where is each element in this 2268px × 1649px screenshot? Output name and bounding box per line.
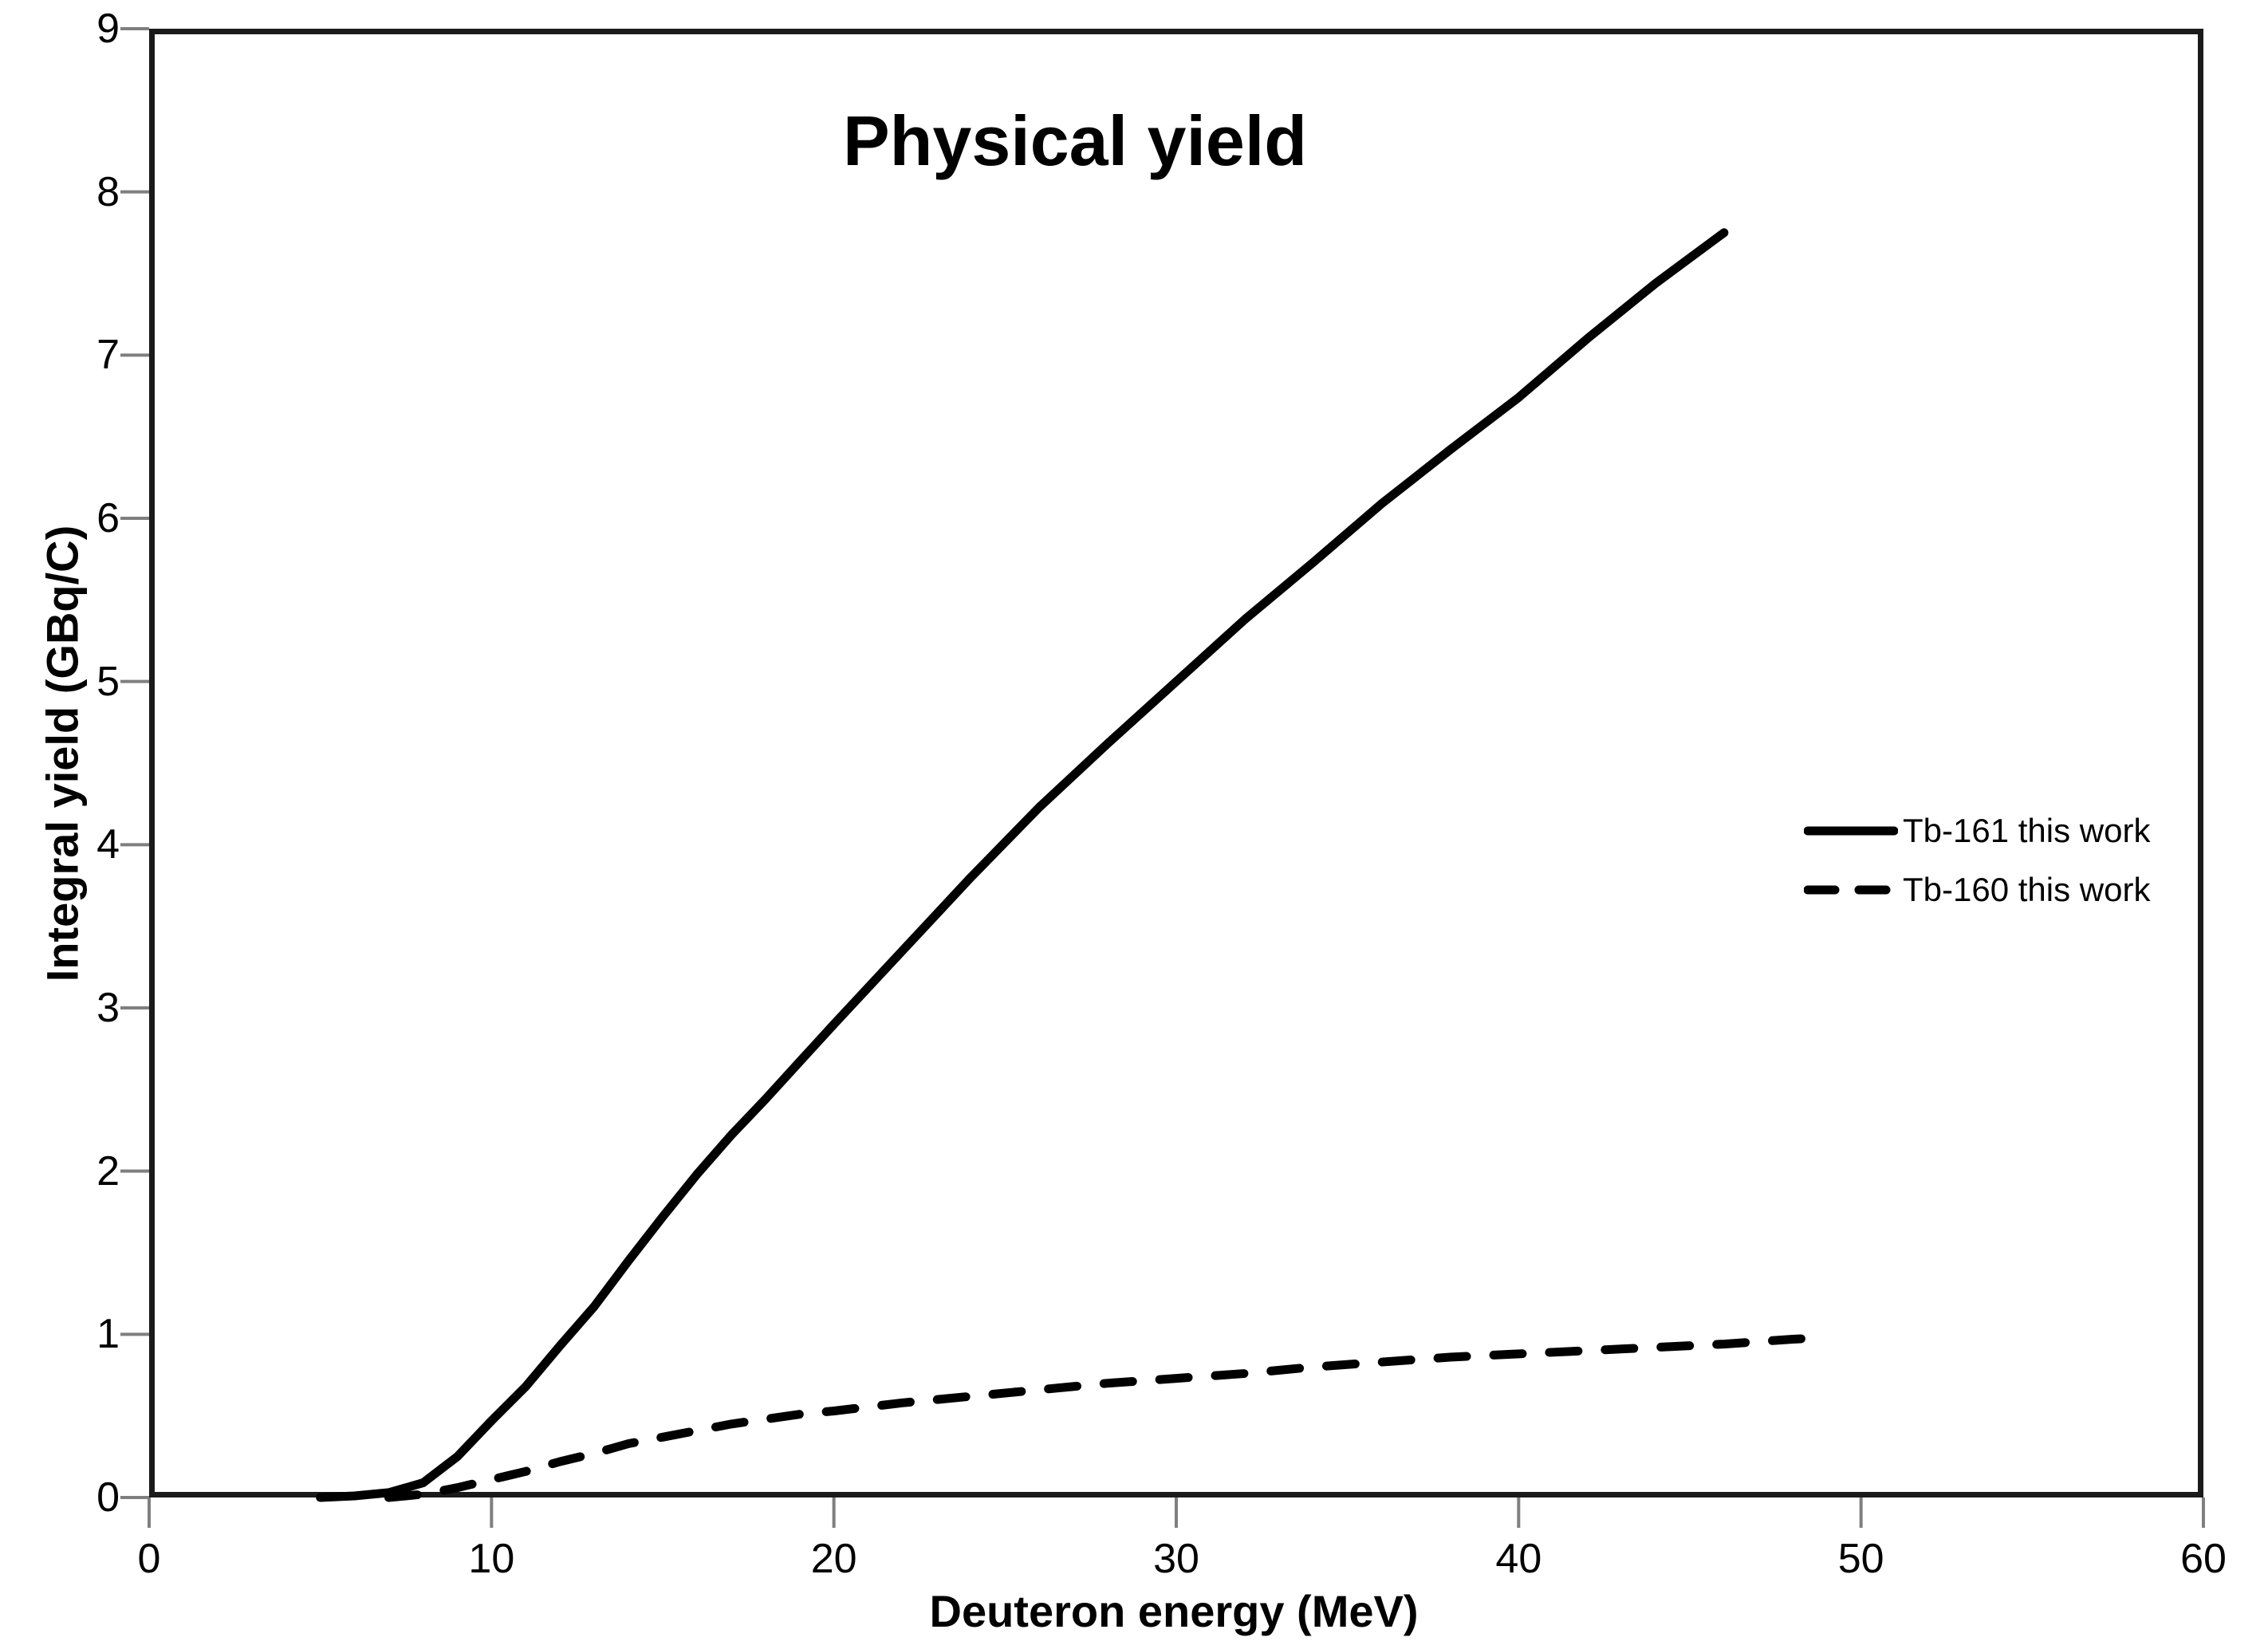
legend-label-tb161: Tb-161 this work bbox=[1903, 812, 2151, 849]
y-tick-label: 5 bbox=[96, 658, 120, 705]
y-tick-label: 6 bbox=[96, 495, 120, 541]
series-lines bbox=[316, 228, 1832, 1502]
x-tick-label: 10 bbox=[468, 1536, 515, 1582]
solid-line-swatch-icon bbox=[1804, 826, 1898, 836]
legend-item-tb161: Tb-161 this work bbox=[1804, 801, 2150, 860]
legend-item-tb160: Tb-160 this work bbox=[1804, 860, 2150, 919]
y-tick-label: 9 bbox=[96, 6, 120, 52]
x-tick-label: 60 bbox=[2180, 1536, 2227, 1582]
plot-area bbox=[120, 27, 2205, 1528]
y-tick-label: 1 bbox=[96, 1311, 120, 1358]
series-line-tb160 bbox=[384, 1332, 1832, 1502]
y-tick-label: 7 bbox=[96, 332, 120, 379]
series-line-tb161 bbox=[316, 228, 1729, 1502]
plot-frame bbox=[149, 29, 2203, 1497]
y-tick-label: 2 bbox=[96, 1147, 120, 1194]
y-tick-label: 8 bbox=[96, 168, 120, 215]
tick-marks bbox=[120, 27, 2205, 1528]
y-axis-title: Integral yield (GBq/C) bbox=[37, 525, 88, 982]
x-tick-label: 0 bbox=[137, 1536, 161, 1582]
chart-title: Physical yield bbox=[842, 101, 1308, 180]
legend: Tb-161 this work Tb-160 this work bbox=[1804, 801, 2150, 919]
x-tick-label: 50 bbox=[1837, 1536, 1884, 1582]
legend-label-tb160: Tb-160 this work bbox=[1903, 871, 2151, 908]
y-tick-label: 0 bbox=[96, 1474, 120, 1521]
x-tick-label: 40 bbox=[1495, 1536, 1542, 1582]
dashed-line-swatch-icon bbox=[1804, 885, 1898, 895]
y-tick-label: 3 bbox=[96, 985, 120, 1031]
x-tick-label: 30 bbox=[1153, 1536, 1199, 1582]
x-axis-title: Deuteron energy (MeV) bbox=[929, 1586, 1419, 1636]
x-tick-label: 20 bbox=[810, 1536, 857, 1582]
y-tick-label: 4 bbox=[96, 821, 120, 868]
